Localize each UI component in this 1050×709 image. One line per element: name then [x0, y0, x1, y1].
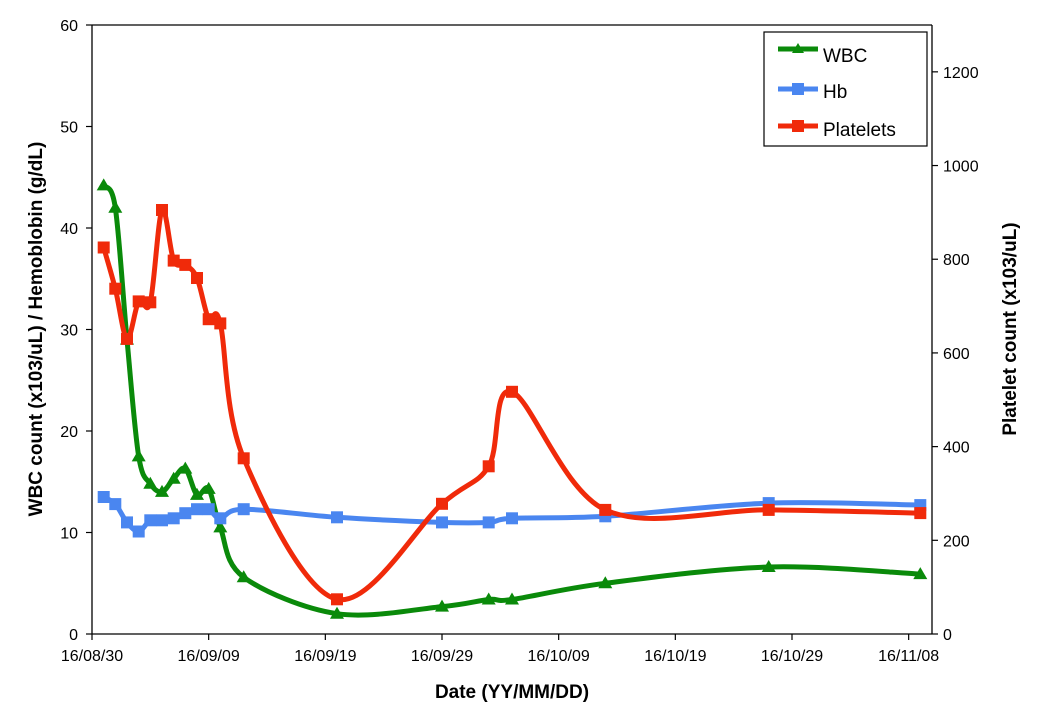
platelets-point — [506, 385, 518, 398]
legend-item-wbc: WBC — [778, 43, 867, 67]
x-tick-label: 16/08/30 — [61, 648, 123, 665]
legend-item-platelets: Platelets — [778, 120, 896, 141]
x-tick-label: 16/10/29 — [761, 648, 823, 665]
wbc-point — [330, 606, 344, 619]
wbc-point — [190, 487, 204, 500]
platelets-point — [156, 204, 168, 216]
series-wbc — [96, 178, 928, 619]
legend-wbc-triangle-icon — [792, 43, 804, 53]
y-right-tick-label: 1000 — [943, 159, 979, 176]
wbc-point — [505, 592, 519, 605]
platelets-point — [331, 593, 343, 606]
wbc-point — [143, 476, 158, 489]
platelets-point — [214, 317, 227, 330]
legend: WBC Hb Platelets — [763, 31, 928, 147]
y-right-tick-label: 1200 — [943, 65, 979, 82]
y-left-tick-label: 30 — [60, 323, 78, 340]
platelets-point — [97, 241, 110, 254]
y-right-tick-label: 0 — [943, 627, 952, 644]
y-left-tick-label: 10 — [60, 526, 78, 543]
wbc-point — [96, 178, 111, 191]
y-right-tick-label: 200 — [943, 533, 970, 550]
wbc-point — [178, 461, 193, 474]
wbc-point — [598, 576, 613, 589]
hb-point — [202, 503, 215, 516]
hb-point — [482, 516, 495, 529]
platelets-point — [599, 503, 612, 516]
y-axis-right-title: Platelet count (x103/uL) — [1000, 222, 1021, 435]
platelets-point — [914, 507, 927, 520]
platelets-point — [132, 295, 145, 308]
wbc-point — [761, 560, 776, 572]
platelets-point — [109, 282, 122, 295]
legend-platelets-square-icon — [792, 120, 804, 132]
x-tick-label: 16/09/29 — [411, 648, 473, 665]
platelets-point — [179, 258, 192, 271]
wbc-point — [913, 567, 928, 580]
y-left-tick-label: 20 — [60, 424, 78, 441]
legend-platelets-label: Platelets — [823, 120, 896, 141]
hb-point — [436, 516, 448, 529]
x-tick-label: 16/10/19 — [644, 648, 706, 665]
legend-wbc-label: WBC — [823, 46, 867, 67]
platelets-point — [191, 272, 203, 284]
platelets-point — [121, 332, 133, 345]
wbc-point — [236, 570, 251, 583]
x-tick-label: 16/09/19 — [294, 648, 356, 665]
series-platelets — [97, 204, 927, 606]
series-hb — [97, 491, 927, 538]
legend-hb-label: Hb — [823, 82, 847, 103]
hb-point — [191, 503, 203, 516]
platelets-point — [482, 460, 495, 473]
legend-hb-square-icon — [792, 83, 804, 95]
hb-point — [167, 512, 180, 525]
wbc-line — [101, 182, 923, 618]
hb-point — [132, 525, 145, 538]
hb-point — [144, 514, 157, 527]
y-right-tick-label: 600 — [943, 346, 970, 363]
y-left-tick-label: 50 — [60, 120, 78, 137]
platelets-point — [167, 254, 180, 267]
wbc-point — [201, 481, 216, 494]
series-group — [96, 178, 928, 619]
y-left-tick-label: 60 — [60, 18, 78, 35]
hb-point — [121, 516, 133, 529]
y-left-tick-label: 40 — [60, 221, 78, 238]
x-tick-label: 16/11/08 — [878, 648, 939, 665]
x-axis-title: Date (YY/MM/DD) — [435, 682, 589, 703]
y-left-tick-label: 0 — [69, 627, 78, 644]
y-right-tick-label: 400 — [943, 440, 970, 457]
wbc-point — [435, 599, 449, 612]
platelets-point — [144, 296, 157, 309]
x-tick-label: 16/10/09 — [528, 648, 590, 665]
platelets-point — [237, 452, 250, 465]
hb-point — [179, 507, 192, 520]
hb-point — [109, 498, 122, 511]
wbc-point — [108, 200, 123, 213]
wbc-point — [166, 471, 181, 484]
hb-point — [156, 514, 168, 527]
y-right-tick-label: 800 — [943, 252, 970, 269]
x-tick-label: 16/09/09 — [178, 648, 240, 665]
tick-group: 16/08/30 16/09/09 16/09/19 16/09/29 16/10/09… — [60, 18, 978, 665]
wbc-point — [481, 592, 496, 605]
hb-point — [331, 511, 343, 524]
hb-point — [237, 503, 250, 516]
hb-point — [214, 512, 227, 525]
hb-point — [506, 512, 518, 525]
wbc-point — [213, 520, 228, 533]
legend-item-hb: Hb — [778, 82, 847, 103]
hb-point — [97, 491, 110, 503]
y-axis-left-title: WBC count (x103/uL) / Hemoblobin (g/dL) — [26, 142, 47, 517]
platelets-point — [436, 497, 448, 510]
platelets-point — [762, 503, 775, 516]
wbc-point — [155, 484, 169, 497]
platelets-point — [202, 313, 215, 326]
wbc-point — [131, 449, 146, 462]
